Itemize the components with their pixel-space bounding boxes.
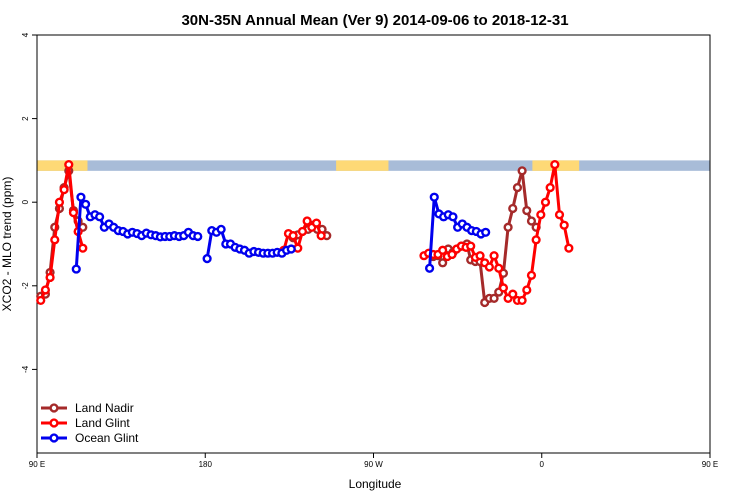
data-point bbox=[536, 210, 546, 220]
data-point bbox=[45, 272, 55, 283]
x-tick-label: 90 W bbox=[364, 460, 383, 469]
x-axis-label: Longitude bbox=[349, 477, 402, 491]
data-point bbox=[68, 208, 79, 218]
data-point bbox=[522, 285, 532, 295]
data-point bbox=[517, 295, 527, 306]
land-mask-band bbox=[37, 160, 710, 171]
x-tick-label: 0 bbox=[540, 460, 545, 469]
data-point bbox=[288, 231, 298, 241]
data-point bbox=[438, 258, 448, 268]
data-point bbox=[78, 243, 88, 253]
data-point bbox=[286, 244, 296, 254]
data-point bbox=[59, 185, 69, 195]
data-point bbox=[494, 263, 504, 273]
series-land-glint bbox=[36, 159, 574, 306]
data-point bbox=[71, 264, 81, 274]
series-line bbox=[39, 164, 85, 302]
chart-title: 30N-35N Annual Mean (Ver 9) 2014-09-06 t… bbox=[181, 12, 568, 29]
y-axis-label: XCO2 - MLO trend (ppm) bbox=[0, 177, 14, 312]
data-point bbox=[475, 251, 485, 261]
data-point bbox=[297, 226, 308, 237]
data-point bbox=[429, 192, 439, 202]
legend-marker bbox=[49, 403, 59, 413]
data-point bbox=[489, 251, 499, 261]
land-band-segment bbox=[336, 160, 389, 171]
data-point bbox=[498, 283, 509, 293]
y-tick-label: 0 bbox=[21, 199, 30, 204]
data-point bbox=[540, 197, 551, 207]
data-point bbox=[559, 220, 569, 230]
data-point bbox=[438, 245, 448, 255]
data-point bbox=[202, 254, 212, 264]
legend-label: Land Glint bbox=[75, 416, 130, 430]
legend-marker bbox=[49, 433, 59, 443]
data-point bbox=[448, 212, 458, 222]
data-point bbox=[54, 197, 65, 207]
data-point bbox=[526, 216, 537, 226]
data-point bbox=[64, 159, 74, 170]
x-tick-label: 90 E bbox=[702, 460, 718, 469]
data-point bbox=[564, 243, 574, 253]
x-axis: 90 E 180 90 W 0 90 E bbox=[29, 453, 718, 469]
data-point bbox=[531, 235, 541, 245]
data-point bbox=[424, 263, 435, 273]
data-point bbox=[522, 205, 532, 216]
data-point bbox=[81, 199, 91, 209]
y-tick-label: 4 bbox=[21, 32, 30, 37]
y-tick-label: -2 bbox=[21, 282, 30, 290]
data-point bbox=[508, 289, 518, 299]
data-point bbox=[489, 293, 499, 303]
y-tick-label: -4 bbox=[21, 365, 30, 373]
data-point bbox=[508, 203, 518, 214]
series-group bbox=[36, 159, 574, 308]
legend-label: Ocean Glint bbox=[75, 431, 139, 445]
data-point bbox=[40, 285, 51, 295]
data-point bbox=[466, 241, 476, 251]
data-point bbox=[550, 159, 560, 170]
data-point bbox=[36, 295, 46, 306]
data-point bbox=[503, 222, 513, 232]
data-point bbox=[193, 231, 203, 242]
data-point bbox=[554, 210, 565, 220]
land-band-segment bbox=[37, 160, 88, 171]
data-point bbox=[50, 235, 60, 245]
data-point bbox=[545, 182, 555, 193]
data-point bbox=[95, 212, 105, 222]
data-point bbox=[526, 270, 537, 280]
x-tick-label: 180 bbox=[199, 460, 213, 469]
legend-marker bbox=[49, 418, 59, 428]
data-point bbox=[311, 218, 322, 228]
data-point bbox=[302, 216, 312, 226]
data-point bbox=[216, 224, 226, 234]
data-point bbox=[447, 249, 457, 260]
data-point bbox=[512, 182, 523, 193]
data-point bbox=[517, 166, 527, 176]
data-point bbox=[316, 231, 326, 241]
series-ocean-glint bbox=[71, 192, 491, 274]
y-tick-label: 2 bbox=[21, 116, 30, 121]
data-point bbox=[484, 262, 495, 272]
data-point bbox=[481, 227, 491, 237]
x-tick-label: 90 E bbox=[29, 460, 45, 469]
series-line bbox=[460, 170, 538, 306]
plot-area-frame bbox=[36, 34, 711, 454]
data-point bbox=[76, 192, 86, 202]
legend-label: Land Nadir bbox=[75, 401, 134, 415]
y-axis: 4 2 0 -2 -4 bbox=[21, 32, 37, 373]
